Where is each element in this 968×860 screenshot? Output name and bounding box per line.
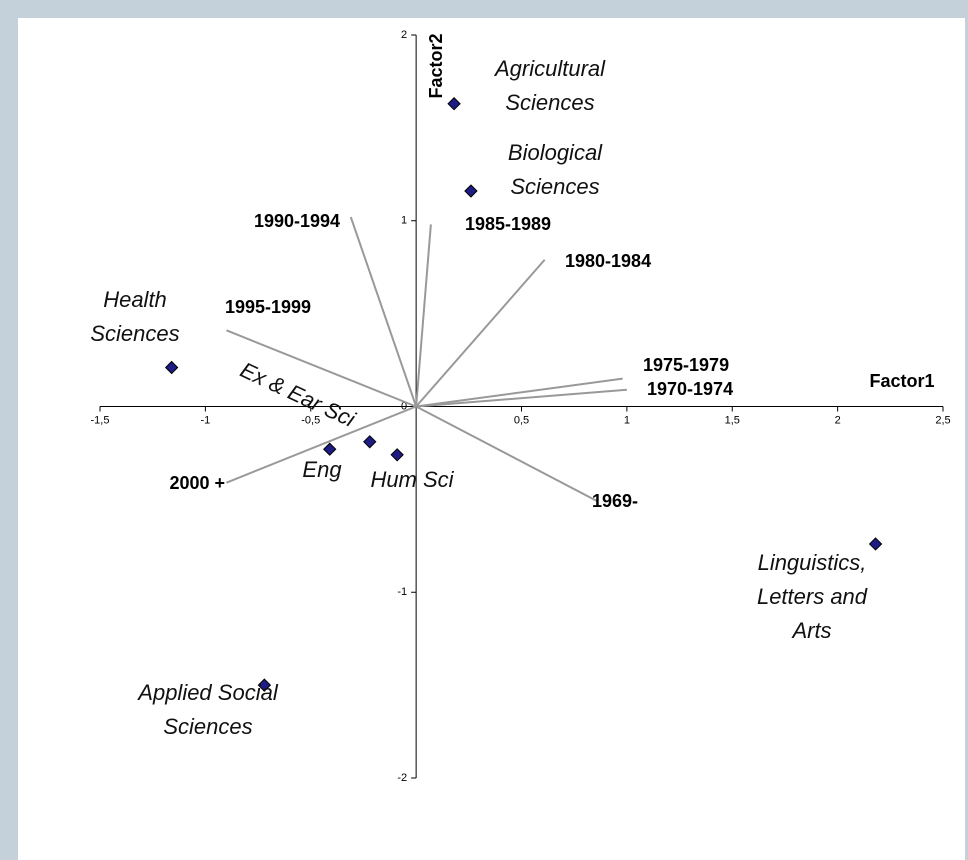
vector-label: 1985-1989 xyxy=(465,214,551,234)
y-tick-label: -1 xyxy=(397,586,407,598)
vector-label: 1975-1979 xyxy=(643,355,729,375)
y-tick-label: 1 xyxy=(401,215,407,227)
x-tick-label: 2 xyxy=(835,414,841,426)
point xyxy=(257,678,272,692)
point-label: Hum Sci xyxy=(370,467,454,492)
point-label: Applied Social Sciences xyxy=(138,680,278,739)
vector-label: 1980-1984 xyxy=(565,251,651,271)
x-axis-title: Factor1 xyxy=(869,371,934,391)
point xyxy=(323,442,337,456)
loading-vector xyxy=(226,405,417,484)
point-label: Eng xyxy=(302,457,342,482)
point xyxy=(390,448,404,462)
vector-label: 1970-1974 xyxy=(647,379,733,399)
point xyxy=(363,435,377,449)
vector-label: 1995-1999 xyxy=(225,297,311,317)
loading-vector xyxy=(415,377,623,408)
point xyxy=(464,184,478,198)
loading-vector xyxy=(349,216,418,407)
loading-vector xyxy=(415,259,546,408)
loading-vector xyxy=(226,329,417,408)
vector-label: 1969- xyxy=(592,491,638,511)
vector-label: 1990-1994 xyxy=(254,211,340,231)
loading-vector xyxy=(415,224,432,407)
y-tick-label: 2 xyxy=(401,29,407,41)
point-label: Linguistics, Letters and Arts xyxy=(756,550,868,643)
loading-vector xyxy=(415,405,598,503)
vector-label: 2000 + xyxy=(169,473,225,493)
point-label: Biological Sciences xyxy=(507,140,603,199)
x-tick-label: -1 xyxy=(200,414,210,426)
point-label: Health Sciences xyxy=(90,287,180,346)
point xyxy=(164,360,179,375)
loading-vector xyxy=(416,388,627,408)
x-tick-label: 0,5 xyxy=(514,414,529,426)
x-tick-label: -1,5 xyxy=(91,414,110,426)
point xyxy=(447,97,461,111)
y-tick-label: 0 xyxy=(401,400,407,412)
y-tick-label: -2 xyxy=(397,772,407,784)
point xyxy=(868,537,883,551)
x-tick-label: -0,5 xyxy=(301,414,320,426)
point-label: Agricultural Sciences xyxy=(494,56,606,115)
x-tick-label: 1,5 xyxy=(725,414,740,426)
x-tick-label: 2,5 xyxy=(935,414,950,426)
plot-area xyxy=(18,18,965,860)
x-tick-label: 1 xyxy=(624,414,630,426)
y-axis-title: Factor2 xyxy=(426,33,446,98)
